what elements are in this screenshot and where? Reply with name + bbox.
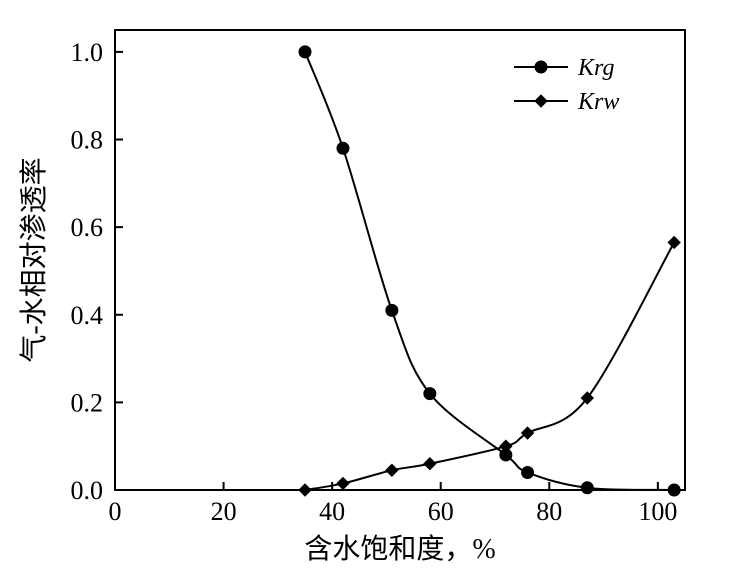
series-Krg (299, 46, 680, 496)
y-tick-label: 0.2 (71, 388, 104, 417)
marker-Krg (424, 388, 436, 400)
y-axis-label: 气-水相对渗透率 (18, 157, 50, 362)
series-line-Krw (305, 242, 674, 490)
marker-Krg (299, 46, 311, 58)
marker-Krw (522, 427, 534, 439)
x-tick-label: 0 (109, 497, 122, 526)
marker-Krg (337, 142, 349, 154)
x-axis-label: 含水饱和度，% (304, 533, 495, 565)
marker-Krw (299, 484, 311, 496)
marker-Krw (386, 464, 398, 476)
x-tick-label: 100 (638, 497, 677, 526)
y-tick-label: 0.6 (71, 213, 104, 242)
x-tick-label: 80 (536, 497, 562, 526)
marker-Krw (668, 236, 680, 248)
legend-marker-Krg (535, 61, 547, 73)
legend-marker-Krw (535, 95, 547, 107)
x-tick-label: 60 (428, 497, 454, 526)
legend-label: Krg (577, 55, 614, 81)
relative-permeability-chart: 0 20 40 60 80 100 0.0 0.2 0.4 0.6 0.8 1.0 含水饱和度，% 气-水… (0, 0, 733, 587)
x-tick-label: 20 (211, 497, 237, 526)
x-tick-label: 40 (319, 497, 345, 526)
y-tick-label: 1.0 (71, 38, 104, 67)
legend-label: Krw (577, 89, 619, 115)
marker-Krw (424, 458, 436, 470)
legend: Krg Krw (514, 55, 619, 115)
marker-Krg (581, 482, 593, 494)
marker-Krg (668, 484, 680, 496)
chart-container: 0 20 40 60 80 100 0.0 0.2 0.4 0.6 0.8 1.0 含水饱和度，% 气-水… (0, 0, 733, 587)
series-line-Krg (305, 52, 674, 490)
y-tick-label: 0.0 (71, 476, 104, 505)
series-Krw (299, 236, 680, 496)
y-tick-label: 0.8 (71, 126, 104, 155)
marker-Krg (386, 304, 398, 316)
marker-Krw (337, 477, 349, 489)
marker-Krg (522, 466, 534, 478)
y-tick-label: 0.4 (71, 301, 104, 330)
